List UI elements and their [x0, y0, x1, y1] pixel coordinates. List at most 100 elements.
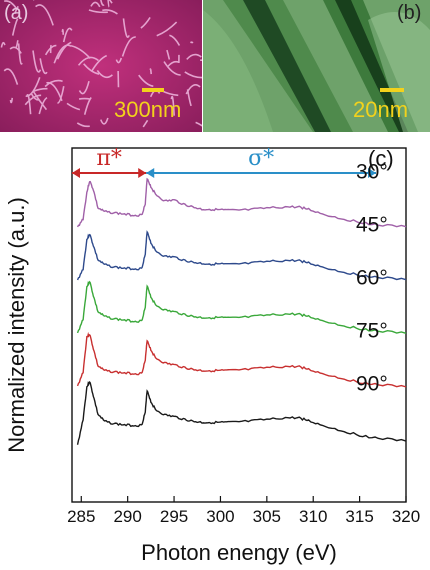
- angle-label: 60°: [356, 267, 388, 290]
- sem-wall: [35, 4, 54, 26]
- sem-wall: [44, 79, 63, 88]
- sem-wall: [189, 41, 194, 44]
- spectrum-line: [76, 280, 407, 334]
- sem-wall: [140, 16, 151, 29]
- sem-wall: [62, 27, 73, 43]
- region-arrowhead: [146, 168, 155, 178]
- sem-wall: [200, 59, 202, 62]
- sem-wall-network: [0, 0, 202, 128]
- sem-wall: [107, 0, 110, 8]
- sem-wall: [76, 122, 90, 128]
- plot-frame: [71, 147, 407, 503]
- x-tick-label: 300: [206, 507, 234, 526]
- panel-a-scale-bar: [142, 88, 164, 92]
- sem-wall: [56, 41, 72, 60]
- nexafs-chart: (c) π* σ* 30° 45° 60° 75° 90° 285 290 295 300 305…: [4, 146, 420, 565]
- x-tick-label: 295: [160, 507, 188, 526]
- sem-wall: [149, 68, 153, 75]
- sem-wall: [61, 28, 65, 35]
- sem-wall: [0, 41, 6, 48]
- sem-wall: [138, 74, 154, 87]
- sem-wall: [121, 36, 136, 57]
- sem-wall: [78, 97, 91, 100]
- sem-wall: [3, 68, 19, 85]
- panel-c-label: (c): [368, 146, 394, 171]
- sem-wall: [53, 44, 72, 64]
- sem-wall: [90, 54, 108, 73]
- region-arrowhead: [72, 168, 80, 178]
- sem-wall: [169, 34, 181, 46]
- sem-wall: [90, 1, 101, 8]
- sem-wall: [186, 53, 202, 60]
- sem-wall: [167, 60, 179, 67]
- x-tick-label: 285: [67, 507, 95, 526]
- sem-wall: [102, 9, 118, 15]
- sem-wall: [38, 96, 48, 115]
- panel-a-label: (a): [4, 2, 29, 24]
- sem-wall: [186, 89, 192, 107]
- angle-labels: 30° 45° 60° 75° 90°: [356, 161, 388, 396]
- sem-wall: [142, 119, 149, 128]
- x-tick-label: 320: [392, 507, 420, 526]
- sem-wall: [100, 0, 105, 6]
- x-axis-ticks: 285 290 295 300 305 310 315 320: [67, 496, 420, 526]
- sem-wall: [115, 57, 123, 64]
- sem-wall: [195, 121, 202, 127]
- sem-wall: [32, 50, 42, 73]
- sem-wall: [33, 87, 48, 92]
- sem-image-panel: (a) 300nm: [0, 0, 202, 132]
- sem-wall: [184, 71, 202, 79]
- sem-wall: [83, 97, 92, 115]
- region-label: π*: [96, 146, 121, 171]
- sem-wall: [170, 95, 175, 116]
- sem-wall: [163, 61, 181, 76]
- region-arrowhead: [138, 168, 147, 178]
- spectrum-line: [76, 230, 407, 281]
- sem-wall: [26, 94, 32, 115]
- sem-wall: [78, 81, 90, 95]
- sem-wall: [9, 97, 14, 104]
- angle-label: 75°: [356, 320, 388, 343]
- panel-b-scale-bar: [380, 88, 404, 92]
- sem-wall: [32, 90, 48, 111]
- angle-label: 90°: [356, 373, 388, 396]
- sem-wall: [11, 18, 19, 36]
- y-axis-title: Normalized intensity (a.u.): [4, 197, 29, 453]
- panel-a-scale-label: 300nm: [114, 97, 182, 122]
- sem-wall: [13, 5, 19, 14]
- sem-wall: [4, 0, 18, 10]
- sem-wall: [66, 102, 81, 111]
- angle-label: 30°: [356, 161, 388, 184]
- angle-label: 45°: [356, 214, 388, 237]
- sem-wall: [70, 45, 91, 59]
- x-tick-label: 315: [345, 507, 373, 526]
- spectrum-line: [76, 380, 407, 445]
- sem-image: [0, 0, 202, 132]
- x-tick-label: 305: [253, 507, 281, 526]
- sem-wall: [46, 81, 63, 102]
- sem-wall: [77, 56, 99, 66]
- tem-image: [203, 0, 430, 132]
- sem-wall: [44, 44, 57, 56]
- tem-image-panel: (b) 20nm: [203, 0, 430, 132]
- sem-wall: [166, 49, 171, 60]
- panel-b-label: (b): [397, 2, 422, 24]
- sem-wall: [88, 9, 108, 14]
- sem-wall: [17, 43, 23, 65]
- sem-wall: [108, 0, 113, 4]
- sem-wall: [156, 21, 178, 37]
- sem-wall: [100, 117, 109, 125]
- region-label: σ*: [248, 146, 274, 171]
- region-annotations: π* σ*: [72, 146, 376, 178]
- spectrum-line: [76, 331, 407, 388]
- region-arrowhead: [368, 168, 376, 178]
- sem-wall: [96, 70, 113, 79]
- panel-b-scale-label: 20nm: [353, 97, 409, 122]
- x-tick-label: 290: [113, 507, 141, 526]
- spectra-series: [76, 177, 407, 445]
- spectrum-line: [76, 177, 407, 228]
- sem-wall: [39, 58, 48, 75]
- sem-wall: [14, 40, 19, 49]
- x-axis-title: Photon enengy (eV): [141, 540, 337, 565]
- x-tick-label: 310: [299, 507, 327, 526]
